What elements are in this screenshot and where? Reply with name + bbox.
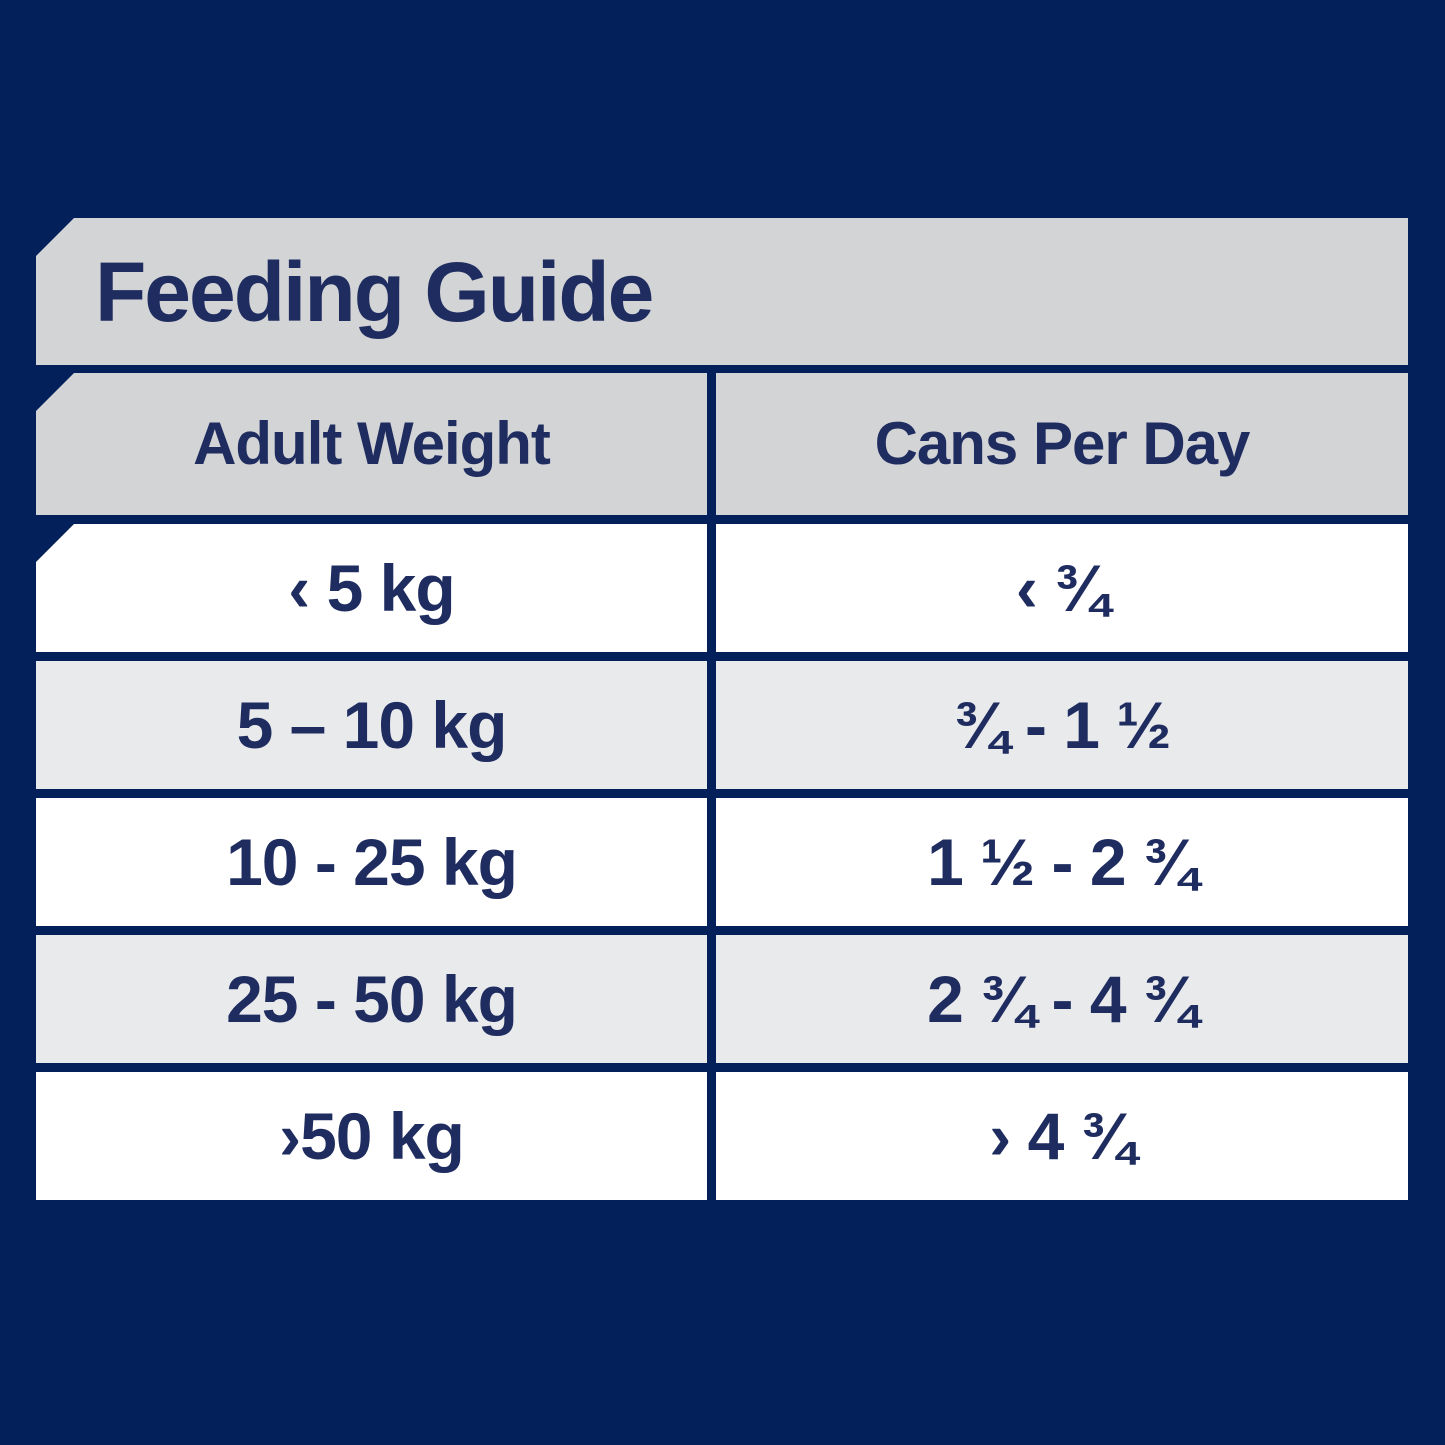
table-cell-weight-row-3: 10 - 25 kg (36, 798, 707, 926)
table-cell-cans-row-4: 2 ¾ - 4 ¾ (716, 935, 1408, 1063)
table-cell-cans-row-2: ¾ - 1 ½ (716, 661, 1408, 789)
table-cell-weight-row-4: 25 - 50 kg (36, 935, 707, 1063)
feeding-guide-title: Feeding Guide (95, 244, 654, 339)
feeding-guide-table: Adult Weight Cans Per Day ‹ 5 kg ‹ ¾ 5 –… (36, 373, 1408, 1200)
table-cell-weight-row-5: ›50 kg (36, 1072, 707, 1200)
table-cell-cans-row-1: ‹ ¾ (716, 524, 1408, 652)
feeding-guide-section: Feeding Guide Adult Weight Cans Per Day … (36, 218, 1408, 1200)
table-cell-cans-row-5: › 4 ¾ (716, 1072, 1408, 1200)
table-cell-cans-row-3: 1 ½ - 2 ¾ (716, 798, 1408, 926)
table-cell-weight-row-1: ‹ 5 kg (36, 524, 707, 652)
feeding-guide-title-banner: Feeding Guide (36, 218, 1408, 365)
column-header-cans-per-day: Cans Per Day (716, 373, 1408, 515)
table-cell-weight-row-2: 5 – 10 kg (36, 661, 707, 789)
column-header-adult-weight: Adult Weight (36, 373, 707, 515)
